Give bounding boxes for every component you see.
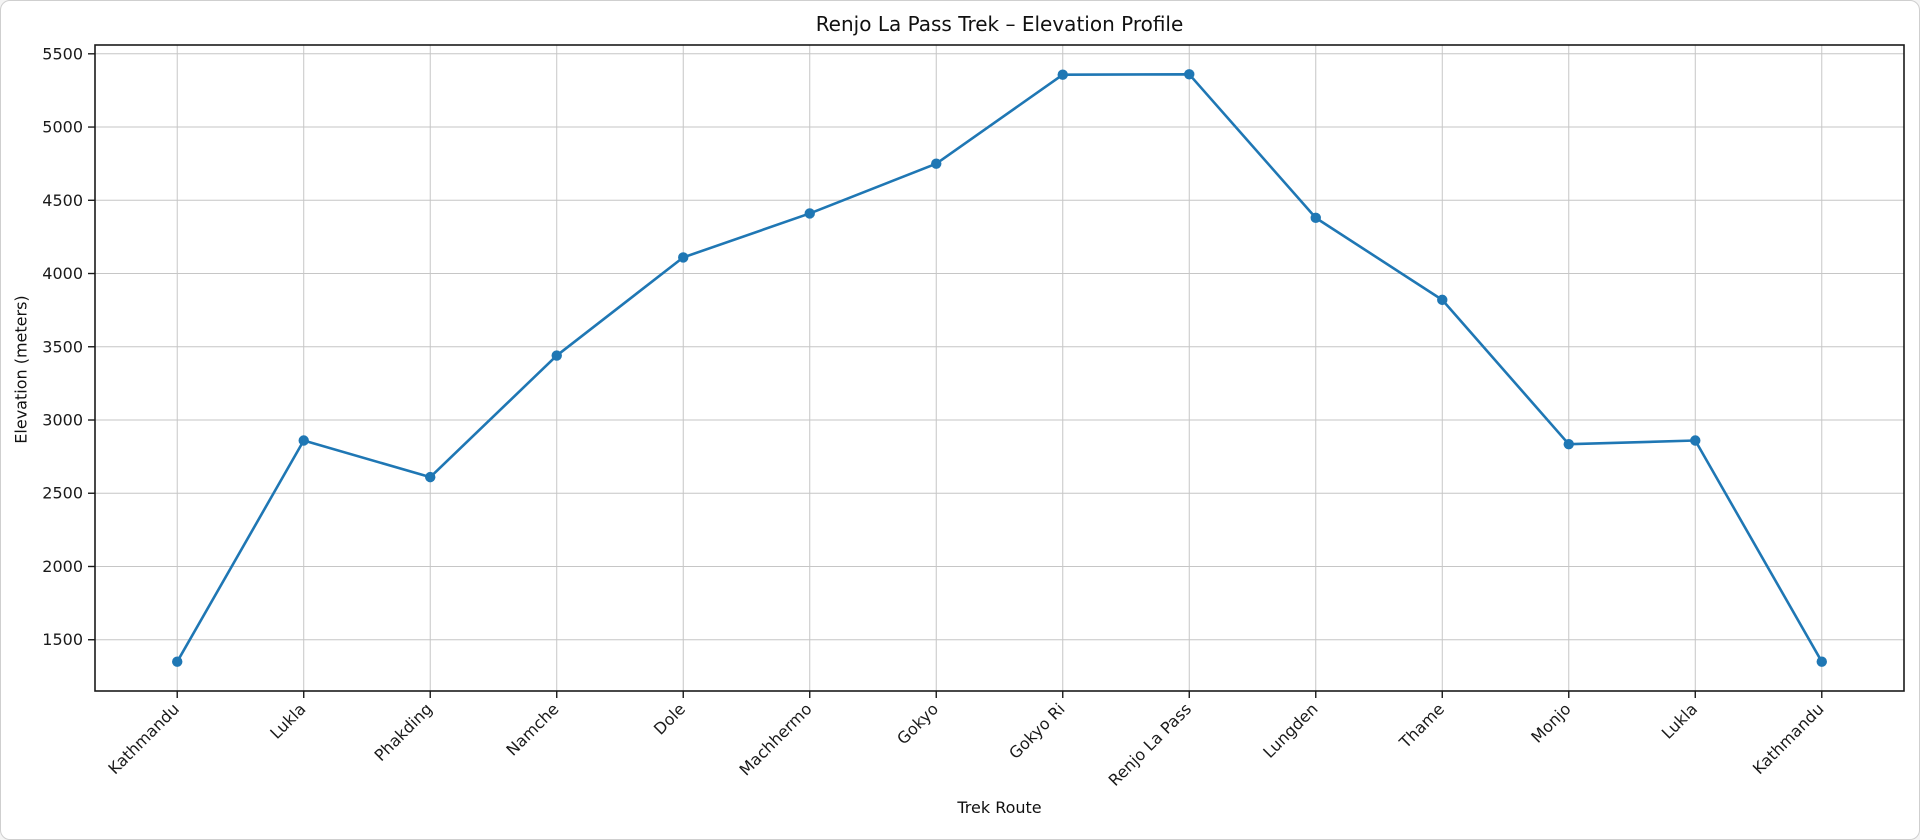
- y-tick-label: 4000: [42, 264, 83, 283]
- x-tick-label: Gokyo: [893, 699, 942, 748]
- y-tick-label: 3500: [42, 337, 83, 356]
- data-point-marker: [1310, 212, 1321, 224]
- elevation-line: [175, 72, 1824, 664]
- axes-frame: [94, 44, 1905, 692]
- data-point-marker: [1184, 69, 1195, 80]
- x-tick-label: Kathmandu: [1749, 699, 1828, 778]
- y-tick-label: 2500: [42, 484, 83, 503]
- x-tick-label: Kathmandu: [104, 699, 183, 778]
- data-point-marker: [551, 350, 562, 361]
- data-point-marker: [172, 656, 183, 667]
- data-point-marker: [425, 471, 436, 483]
- x-tick-label: Renjo La Pass: [1105, 699, 1195, 789]
- x-tick-label: Namche: [502, 699, 562, 759]
- data-point-marker: [298, 435, 309, 446]
- x-tick-label: Thame: [1395, 699, 1448, 752]
- data-point-marker: [931, 158, 942, 169]
- y-tick-label: 1500: [42, 630, 83, 649]
- y-tick-label: 2000: [42, 557, 83, 576]
- x-tick-label: Lukla: [1658, 699, 1701, 742]
- x-tick-label: Machhermo: [736, 699, 816, 779]
- data-point-marker: [804, 208, 815, 219]
- y-tick-label: 3000: [42, 411, 83, 430]
- data-point-marker: [678, 252, 689, 263]
- y-tick-label: 4500: [42, 191, 83, 210]
- chart-title: Renjo La Pass Trek – Elevation Profile: [815, 12, 1184, 36]
- x-tick-label: Phakding: [370, 699, 436, 765]
- data-point-marker: [1816, 656, 1827, 667]
- data-point-marker: [1057, 69, 1068, 80]
- x-tick-label: Dole: [650, 699, 689, 738]
- data-point-marker: [1437, 294, 1448, 306]
- x-tick-label: Lungden: [1259, 699, 1321, 761]
- x-tick-label: Gokyo Ri: [1005, 699, 1068, 762]
- data-point-marker: [1563, 438, 1574, 450]
- x-tick-label: Monjo: [1527, 699, 1574, 746]
- y-tick-label: 5500: [42, 44, 83, 63]
- x-axis-title: Trek Route: [957, 798, 1042, 817]
- y-tick-label: 5000: [42, 118, 83, 137]
- x-tick-label: Lukla: [266, 699, 309, 742]
- y-axis-title: Elevation (meters): [11, 295, 31, 444]
- data-point-marker: [1690, 435, 1701, 446]
